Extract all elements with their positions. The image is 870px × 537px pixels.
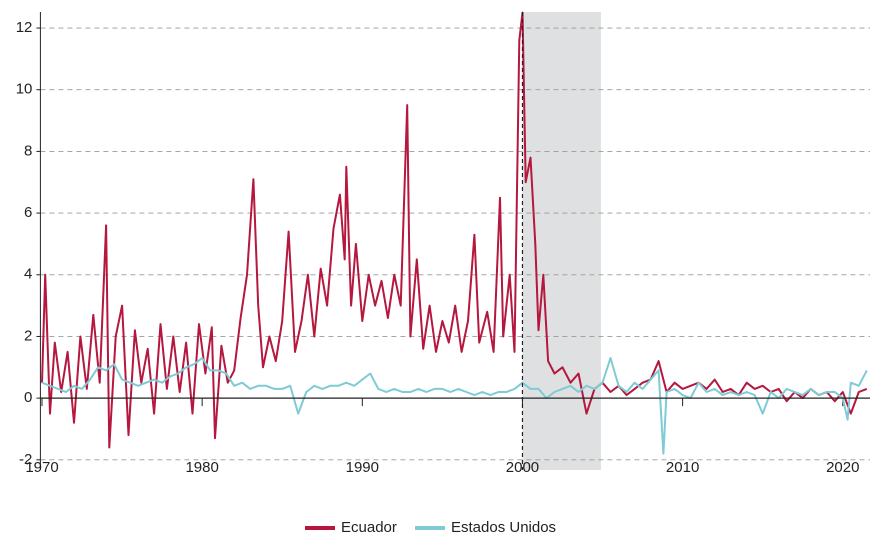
legend-label: Estados Unidos <box>451 519 556 536</box>
y-tick-label: -2 <box>19 451 32 468</box>
x-tick-label: 1970 <box>25 459 58 476</box>
x-tick-label: 1990 <box>346 459 379 476</box>
x-tick-label: 2010 <box>666 459 699 476</box>
x-tick-label: 1980 <box>185 459 218 476</box>
x-tick-label: 2020 <box>826 459 859 476</box>
series-line <box>41 357 868 455</box>
y-tick-label: 10 <box>16 81 33 98</box>
y-tick-label: 12 <box>16 19 33 36</box>
y-tick-label: 2 <box>24 327 32 344</box>
y-tick-label: 4 <box>24 266 32 283</box>
y-tick-label: 8 <box>24 142 32 159</box>
y-tick-label: 6 <box>24 204 32 221</box>
legend-label: Ecuador <box>341 519 397 536</box>
series-line <box>41 11 868 449</box>
y-tick-label: 0 <box>24 389 32 406</box>
